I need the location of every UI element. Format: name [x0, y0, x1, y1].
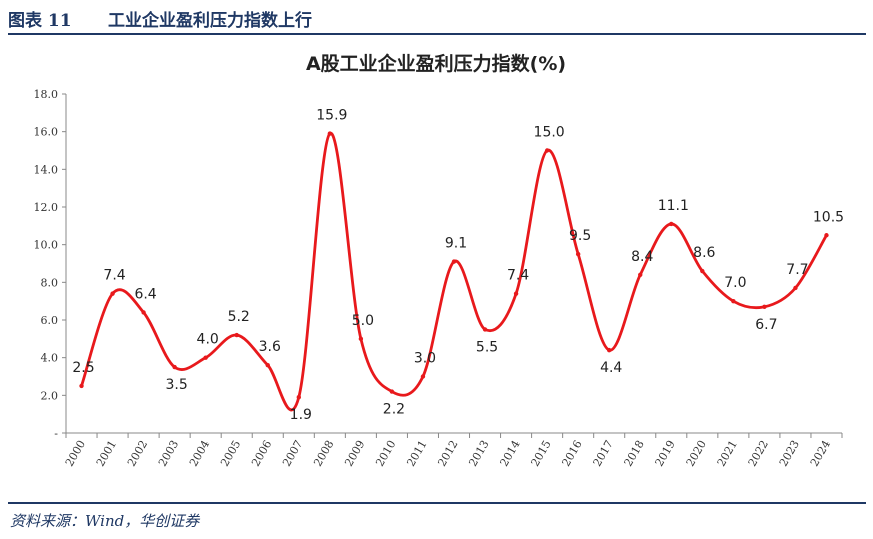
x-tick-label: 2020: [684, 438, 709, 469]
data-point: [607, 347, 612, 353]
x-tick-label: 2007: [280, 438, 305, 469]
data-point: [296, 395, 301, 400]
data-label: 7.4: [507, 268, 529, 284]
x-tick-label: 2003: [156, 438, 181, 469]
x-tick-label: 2024: [808, 438, 833, 469]
data-point: [575, 251, 581, 257]
data-label: 3.5: [166, 377, 188, 393]
x-tick-label: 2005: [218, 438, 243, 469]
line-chart: A股工业企业盈利压力指数(%) - 2.0 4.0 6.0 8.0 10.0 12.0 14.…: [34, 52, 845, 469]
x-tick-label: 2019: [653, 438, 678, 469]
x-tick-label: 2016: [559, 438, 584, 469]
series-line: [80, 132, 828, 412]
data-label: 7.0: [724, 275, 746, 291]
data-point: [79, 383, 84, 389]
data-label: 4.4: [600, 360, 622, 376]
y-tick-label: 16.0: [34, 126, 59, 139]
data-label: 2.2: [383, 402, 405, 418]
figure-header: 图表 11 工业企业盈利压力指数上行: [0, 0, 873, 34]
data-point: [265, 363, 270, 368]
data-label: 9.1: [445, 236, 467, 252]
data-point: [731, 298, 736, 304]
data-label: 7.7: [786, 262, 808, 278]
data-point: [358, 336, 364, 342]
data-label: 6.7: [755, 317, 777, 333]
x-tick-label: 2015: [528, 438, 553, 469]
y-tick-label: 18.0: [34, 88, 59, 101]
x-tick-label: 2013: [466, 438, 491, 469]
data-label: 7.4: [103, 268, 125, 284]
chart-axes: [65, 94, 842, 434]
y-axis-ticks: - 2.0 4.0 6.0 8.0 10.0 12.0 14.0 16.0 18.0: [34, 88, 66, 440]
x-tick-label: 2017: [591, 438, 616, 469]
data-point: [234, 332, 239, 338]
bottom-rule: [8, 502, 866, 504]
x-tick-label: 2023: [777, 438, 802, 469]
x-tick-label: 2009: [342, 438, 367, 469]
x-tick-label: 2014: [497, 438, 522, 469]
data-point: [389, 389, 395, 394]
data-label: 4.0: [197, 332, 219, 348]
x-tick-label: 2021: [715, 438, 740, 469]
x-tick-label: 2001: [94, 438, 119, 469]
data-labels: 2.5 7.4 6.4 3.5 4.0 5.2 3.6 1.9 15.9 5.0 2.2 3.0 9.1…: [72, 108, 844, 424]
top-rule: [8, 33, 866, 35]
data-label: 2.5: [72, 360, 94, 376]
data-label: 3.6: [259, 339, 281, 355]
data-label: 9.5: [569, 228, 591, 244]
data-point: [824, 233, 829, 238]
data-point: [669, 221, 674, 227]
y-tick-label: 4.0: [41, 352, 59, 365]
x-tick-label: 2010: [373, 438, 398, 469]
x-tick-label: 2018: [622, 438, 647, 469]
data-point: [544, 148, 550, 153]
data-point: [700, 268, 705, 274]
x-tick-label: 2012: [435, 438, 460, 469]
data-point: [141, 310, 146, 315]
data-label: 6.4: [134, 286, 156, 302]
source-note: 资料来源：Wind，华创证券: [10, 512, 200, 530]
x-tick-label: 2006: [249, 438, 274, 469]
data-point: [172, 364, 177, 370]
x-tick-label: 2000: [63, 438, 88, 469]
x-axis-ticks: 2000 2001 2002 2003 2004 2005 2006 2007 2008 2009…: [63, 433, 843, 469]
figure-number: 图表 11: [8, 11, 72, 31]
data-label: 10.5: [813, 209, 844, 225]
data-label: 5.5: [476, 339, 498, 355]
x-tick-label: 2022: [746, 438, 771, 469]
data-label: 8.6: [693, 245, 715, 261]
data-point: [513, 291, 519, 296]
data-label: 1.9: [290, 407, 312, 423]
x-tick-label: 2008: [311, 438, 336, 469]
y-tick-label: 6.0: [41, 314, 59, 327]
data-point: [638, 272, 643, 277]
data-point: [762, 304, 767, 310]
data-label: 3.0: [414, 351, 436, 367]
data-label: 11.1: [658, 198, 689, 214]
data-label: 5.2: [228, 309, 250, 325]
y-tick-label: 14.0: [34, 163, 59, 176]
data-point: [110, 291, 115, 296]
y-tick-label: 10.0: [34, 239, 59, 252]
series-layer: [79, 131, 829, 412]
y-tick-label: 8.0: [41, 276, 59, 289]
x-tick-label: 2004: [187, 438, 212, 469]
data-label: 15.0: [534, 125, 565, 141]
chart-title: A股工业企业盈利压力指数(%): [306, 52, 566, 75]
x-tick-label: 2002: [125, 438, 150, 469]
data-point: [203, 355, 208, 360]
figure-title: 工业企业盈利压力指数上行: [108, 11, 312, 31]
y-tick-label: 12.0: [34, 201, 59, 214]
data-point: [420, 374, 426, 379]
data-point: [482, 327, 488, 332]
data-point: [793, 285, 798, 291]
data-label: 5.0: [352, 313, 374, 329]
x-tick-label: 2011: [404, 438, 429, 469]
y-tick-label: 2.0: [41, 389, 59, 402]
data-point: [451, 259, 457, 264]
data-point: [327, 131, 333, 136]
data-label: 15.9: [316, 108, 347, 124]
y-tick-label: -: [54, 427, 58, 440]
data-label: 8.4: [631, 249, 653, 265]
